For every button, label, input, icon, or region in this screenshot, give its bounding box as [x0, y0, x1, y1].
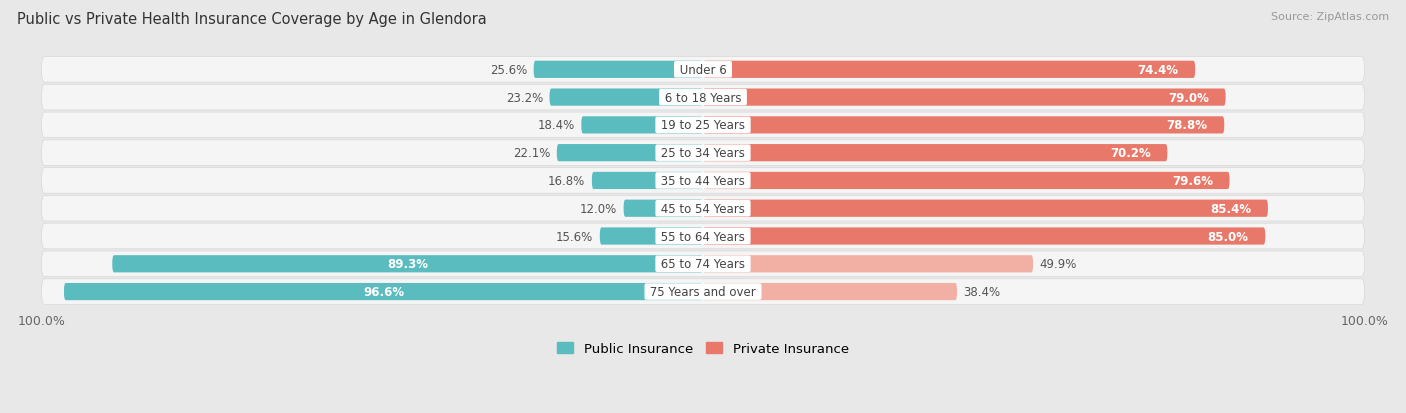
- FancyBboxPatch shape: [42, 252, 1364, 277]
- FancyBboxPatch shape: [42, 168, 1364, 194]
- FancyBboxPatch shape: [42, 113, 1364, 138]
- Text: 35 to 44 Years: 35 to 44 Years: [657, 175, 749, 188]
- FancyBboxPatch shape: [42, 57, 1364, 83]
- FancyBboxPatch shape: [42, 279, 1364, 305]
- FancyBboxPatch shape: [112, 256, 703, 273]
- FancyBboxPatch shape: [703, 283, 957, 300]
- Text: 79.6%: 79.6%: [1173, 175, 1213, 188]
- FancyBboxPatch shape: [703, 256, 1033, 273]
- FancyBboxPatch shape: [557, 145, 703, 162]
- Text: 45 to 54 Years: 45 to 54 Years: [657, 202, 749, 215]
- FancyBboxPatch shape: [624, 200, 703, 217]
- Text: 96.6%: 96.6%: [363, 285, 404, 298]
- Text: Public vs Private Health Insurance Coverage by Age in Glendora: Public vs Private Health Insurance Cover…: [17, 12, 486, 27]
- FancyBboxPatch shape: [703, 145, 1167, 162]
- Text: 22.1%: 22.1%: [513, 147, 550, 160]
- Text: 55 to 64 Years: 55 to 64 Years: [657, 230, 749, 243]
- FancyBboxPatch shape: [65, 283, 703, 300]
- FancyBboxPatch shape: [703, 62, 1195, 79]
- FancyBboxPatch shape: [581, 117, 703, 134]
- Text: 70.2%: 70.2%: [1111, 147, 1152, 160]
- FancyBboxPatch shape: [42, 196, 1364, 221]
- FancyBboxPatch shape: [550, 89, 703, 107]
- Legend: Public Insurance, Private Insurance: Public Insurance, Private Insurance: [553, 337, 853, 360]
- Text: 16.8%: 16.8%: [548, 175, 585, 188]
- Text: 49.9%: 49.9%: [1039, 258, 1077, 271]
- Text: 85.0%: 85.0%: [1208, 230, 1249, 243]
- FancyBboxPatch shape: [534, 62, 703, 79]
- FancyBboxPatch shape: [703, 89, 1226, 107]
- FancyBboxPatch shape: [42, 85, 1364, 111]
- Text: 75 Years and over: 75 Years and over: [647, 285, 759, 298]
- FancyBboxPatch shape: [42, 224, 1364, 249]
- Text: 19 to 25 Years: 19 to 25 Years: [657, 119, 749, 132]
- Text: 78.8%: 78.8%: [1167, 119, 1208, 132]
- FancyBboxPatch shape: [703, 200, 1268, 217]
- FancyBboxPatch shape: [703, 228, 1265, 245]
- Text: 18.4%: 18.4%: [537, 119, 575, 132]
- Text: 6 to 18 Years: 6 to 18 Years: [661, 91, 745, 104]
- Text: 15.6%: 15.6%: [555, 230, 593, 243]
- Text: 85.4%: 85.4%: [1211, 202, 1251, 215]
- Text: 74.4%: 74.4%: [1137, 64, 1178, 77]
- FancyBboxPatch shape: [703, 117, 1225, 134]
- FancyBboxPatch shape: [600, 228, 703, 245]
- Text: 65 to 74 Years: 65 to 74 Years: [657, 258, 749, 271]
- Text: 12.0%: 12.0%: [579, 202, 617, 215]
- Text: 89.3%: 89.3%: [387, 258, 429, 271]
- FancyBboxPatch shape: [42, 140, 1364, 166]
- FancyBboxPatch shape: [592, 172, 703, 190]
- Text: 38.4%: 38.4%: [963, 285, 1001, 298]
- Text: 25 to 34 Years: 25 to 34 Years: [657, 147, 749, 160]
- Text: 79.0%: 79.0%: [1168, 91, 1209, 104]
- FancyBboxPatch shape: [703, 172, 1230, 190]
- Text: 23.2%: 23.2%: [506, 91, 543, 104]
- Text: 25.6%: 25.6%: [489, 64, 527, 77]
- Text: Source: ZipAtlas.com: Source: ZipAtlas.com: [1271, 12, 1389, 22]
- Text: Under 6: Under 6: [676, 64, 730, 77]
